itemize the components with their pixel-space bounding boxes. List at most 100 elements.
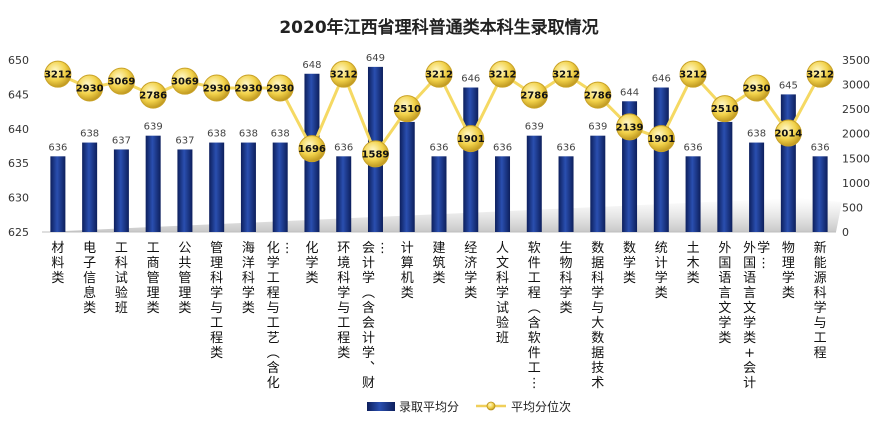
rank-value-label: 2786 [520,91,548,102]
rank-value-label: 2930 [203,84,231,95]
rank-value-label: 2930 [266,84,294,95]
legend-bar-swatch [367,402,395,411]
bar [780,94,796,233]
bar [145,135,161,232]
rank-value-label: 3069 [107,77,135,88]
bar-value-label: 639 [588,122,607,133]
rank-marker [711,95,739,123]
bar [399,121,415,232]
bar-value-labels: 6366386376396376386386386486366496416366… [48,53,829,153]
bar-value-label: 638 [271,129,290,140]
category-label: 化学类 [305,241,318,286]
rank-value-label: 2930 [743,84,771,95]
category-label: 环境科学与工程类 [337,241,350,361]
bar [653,87,669,233]
rank-value-label: 2786 [584,91,612,102]
bar-value-label: 649 [366,53,385,64]
category-label: 会计学︵含会计学︑财⋮ [362,241,389,391]
bar [272,142,288,232]
bar [526,135,542,232]
bar [240,142,256,232]
right-tick-label: 2500 [842,103,870,116]
category-label: 经济学类 [464,241,477,301]
right-axis: 0 500 1000 1500 2000 2500 3000 3500 [842,54,870,239]
bar-value-label: 648 [302,60,321,71]
rank-value-label: 1901 [457,134,485,145]
bar-value-label: 638 [239,129,258,140]
left-axis: 625 630 635 640 645 650 [8,54,29,239]
right-tick-label: 1000 [842,177,870,190]
rank-marker [266,74,294,102]
rank-marker [647,125,675,153]
bar [463,87,479,233]
bar-series [50,66,828,233]
rank-marker [298,135,326,163]
bar-value-label: 637 [112,135,131,146]
rank-marker [203,74,231,102]
rank-marker [393,95,421,123]
bar-value-label: 636 [684,142,703,153]
category-label: 软件工程︵含软件工⋮ [528,241,541,391]
rank-value-label: 1589 [362,149,390,160]
bar-value-label: 644 [620,87,639,98]
rank-value-label: 3212 [489,70,517,81]
category-label: 工商管理类 [147,241,160,316]
rank-marker [139,81,167,109]
category-label: 物理学类 [782,241,795,301]
right-tick-label: 500 [842,201,863,214]
bar [590,135,606,232]
rank-value-label: 2786 [139,91,167,102]
category-label: 电子信息类 [83,241,96,316]
rank-marker [171,67,199,95]
rank-value-label: 3212 [44,70,72,81]
category-label: 统计学类 [655,241,668,301]
rank-marker [584,81,612,109]
rank-marker [489,60,517,88]
bar [431,156,447,232]
rank-value-label: 3212 [330,70,358,81]
left-tick-label: 625 [8,226,29,239]
category-label: 公共管理类 [178,241,191,316]
bar-value-label: 638 [207,129,226,140]
bar-value-label: 636 [811,142,830,153]
rank-value-label: 2510 [393,104,421,115]
category-label: 工科试验班 [115,241,128,316]
bar [685,156,701,232]
rank-value-label: 3212 [552,70,580,81]
left-tick-label: 650 [8,54,29,67]
rank-marker [361,140,389,168]
rank-value-label: 3069 [171,77,199,88]
bar-value-label: 636 [493,142,512,153]
category-label: 建筑类 [432,241,445,286]
bar-value-label: 638 [80,129,99,140]
right-tick-label: 3500 [842,54,870,67]
category-label: 材料类 [51,241,64,286]
left-tick-label: 645 [8,88,29,101]
legend: 录取平均分 平均分位次 [367,399,571,414]
category-label: 新能源科学与工程 [814,240,827,361]
category-label: 土木类 [687,241,700,286]
chart-title: 2020年江西省理科普通类本科生录取情况 [279,17,598,38]
rank-value-label: 2139 [616,122,644,133]
rank-marker [774,119,802,147]
rank-marker [457,125,485,153]
bar-value-label: 639 [525,122,544,133]
bar-value-label: 645 [779,80,798,91]
rank-marker [330,60,358,88]
category-label: 生物科学类 [560,241,573,316]
bar-value-label: 636 [334,142,353,153]
bar [336,156,352,232]
right-tick-label: 2000 [842,128,870,141]
rank-marker [107,67,135,95]
bar-value-label: 636 [429,142,448,153]
rank-value-label: 2930 [76,84,104,95]
legend-bar-label: 录取平均分 [399,400,459,414]
category-label: 人文科学试验班 [496,241,509,346]
rank-value-label: 3212 [806,70,834,81]
rank-marker [552,60,580,88]
rank-value-label: 3212 [679,70,707,81]
bar-value-label: 636 [556,142,575,153]
rank-marker [679,60,707,88]
category-label: 数据科学与大数据技术 [591,241,604,391]
